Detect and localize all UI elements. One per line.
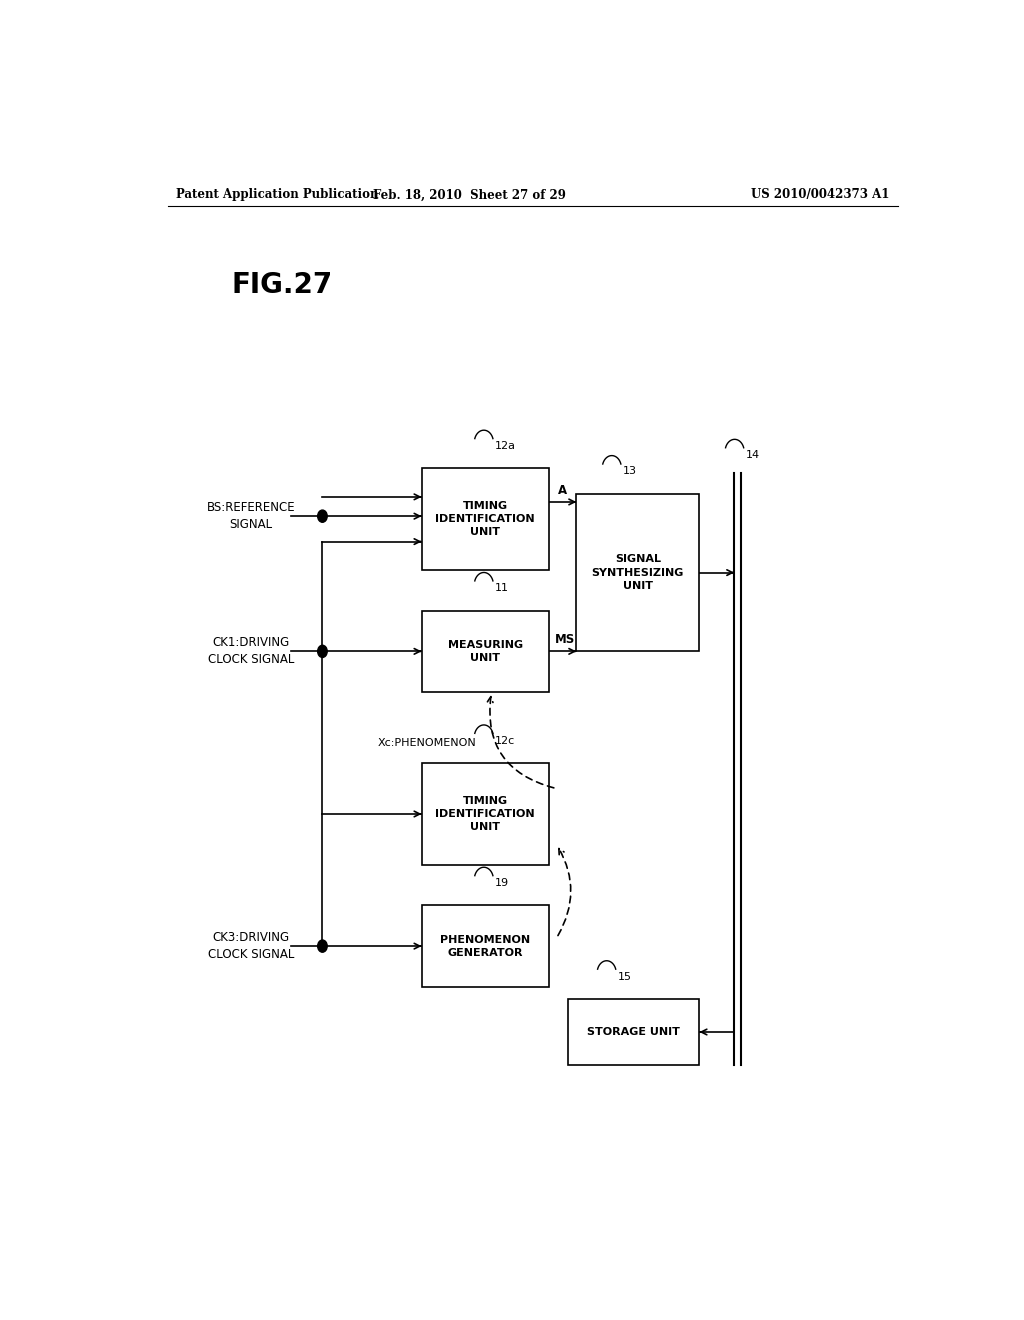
FancyBboxPatch shape [422,611,549,692]
Text: Feb. 18, 2010  Sheet 27 of 29: Feb. 18, 2010 Sheet 27 of 29 [373,189,565,202]
Text: FIG.27: FIG.27 [231,272,333,300]
Text: PHENOMENON
GENERATOR: PHENOMENON GENERATOR [440,935,530,958]
FancyBboxPatch shape [422,906,549,987]
Text: TIMING
IDENTIFICATION
UNIT: TIMING IDENTIFICATION UNIT [435,796,535,832]
Text: 11: 11 [495,583,509,593]
Text: STORAGE UNIT: STORAGE UNIT [588,1027,680,1038]
Text: A: A [558,484,567,496]
FancyBboxPatch shape [422,763,549,865]
Text: 14: 14 [745,450,760,461]
FancyBboxPatch shape [568,999,699,1065]
Text: Xc:PHENOMENON: Xc:PHENOMENON [378,738,477,748]
Text: TIMING
IDENTIFICATION
UNIT: TIMING IDENTIFICATION UNIT [435,502,535,537]
Text: CK1:DRIVING
CLOCK SIGNAL: CK1:DRIVING CLOCK SIGNAL [208,636,294,667]
Text: 19: 19 [495,878,509,888]
Text: Patent Application Publication: Patent Application Publication [176,189,378,202]
Text: SIGNAL
SYNTHESIZING
UNIT: SIGNAL SYNTHESIZING UNIT [592,554,684,591]
Text: 15: 15 [617,972,632,982]
Circle shape [317,940,328,952]
Text: MEASURING
UNIT: MEASURING UNIT [447,640,522,663]
FancyBboxPatch shape [577,494,699,651]
Circle shape [317,510,328,523]
Text: US 2010/0042373 A1: US 2010/0042373 A1 [752,189,890,202]
Circle shape [317,645,328,657]
Text: BS:REFERENCE
SIGNAL: BS:REFERENCE SIGNAL [207,502,295,531]
Text: MS: MS [555,634,575,647]
Text: 12a: 12a [495,441,516,451]
Text: CK3:DRIVING
CLOCK SIGNAL: CK3:DRIVING CLOCK SIGNAL [208,931,294,961]
Text: 13: 13 [623,466,637,477]
FancyBboxPatch shape [422,469,549,570]
Text: 12c: 12c [495,735,515,746]
